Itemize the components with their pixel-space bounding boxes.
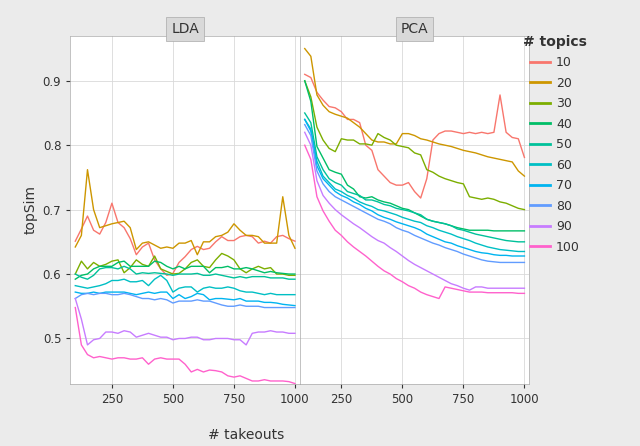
Title: PCA: PCA (401, 22, 428, 36)
Text: # takeouts: # takeouts (208, 428, 285, 442)
Legend: 10, 20, 30, 40, 50, 60, 70, 80, 90, 100: 10, 20, 30, 40, 50, 60, 70, 80, 90, 100 (523, 35, 587, 254)
Title: LDA: LDA (172, 22, 199, 36)
Y-axis label: topSim: topSim (23, 185, 37, 234)
